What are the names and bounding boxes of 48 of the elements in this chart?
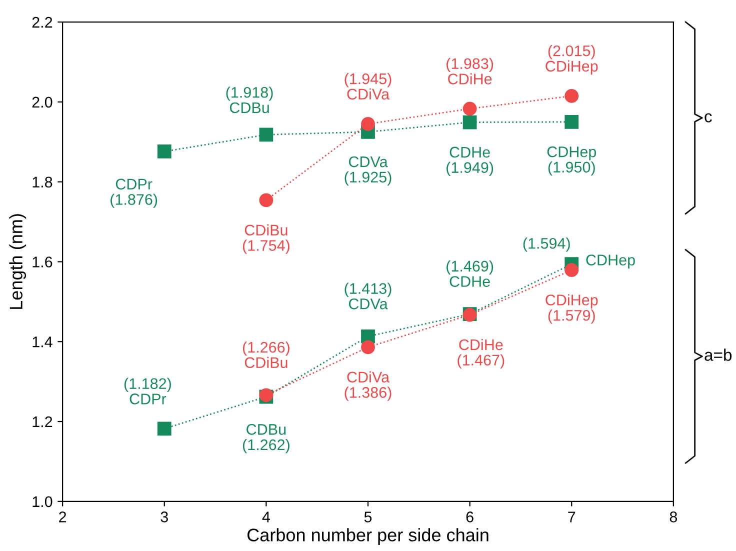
y-tick-label: 1.0 [32,496,52,508]
y-axis-title: Length (nm) [9,214,26,309]
y-tick-label: 1.2 [32,416,52,428]
point [564,263,579,278]
annotation: (1.918) CDBu [226,86,273,114]
y-tick-label: 2.0 [32,96,52,108]
annotation: CDiBu (1.754) [242,224,290,254]
annotation: (2.015) CDiHep [546,45,598,75]
x-tick-label: 7 [568,512,576,522]
annotation: CDBu (1.262) [242,424,290,454]
annotation: CDiHe (1.467) [458,338,504,369]
annotation: CDPr (1.876) [110,178,158,208]
annotation: (1.266) CDiBu [242,341,290,368]
point [564,89,579,103]
annotation: CDiVa (1.386) [344,371,392,401]
x-tick-label: 5 [364,512,372,522]
annotation: (1.182) CDPr [124,378,171,404]
point [462,115,477,130]
point [259,128,274,142]
annotation: CDHep (1.950) [547,146,596,176]
annotation: CDHep [586,254,635,268]
point [462,102,477,116]
annotation: CDVa (1.925) [344,156,392,186]
point [361,116,375,131]
point [361,340,375,354]
x-axis-title: Carbon number per side chain [247,528,488,545]
point [259,193,274,208]
x-tick-label: 2 [59,512,66,522]
x-tick-label: 6 [466,512,474,522]
y-tick-label: 2.2 [32,16,52,28]
annotation: (1.469) CDHe [446,260,494,287]
point [157,144,172,158]
point [564,114,579,129]
point [157,422,172,436]
x-tick-label: 8 [670,512,678,522]
y-tick-label: 1.6 [32,256,52,268]
annotation: (1.594) [523,238,570,252]
y-tick-label: 1.8 [32,176,52,188]
annotation: (1.945) CDiVa [344,73,392,100]
y-tick-label: 1.4 [32,336,52,348]
text: c [704,113,712,122]
x-tick-label: 4 [262,512,270,522]
annotation: (1.413) CDVa [344,282,392,310]
text: a=b [704,348,732,361]
annotation: CDiHep (1.579) [546,294,598,324]
x-tick-label: 3 [160,512,168,522]
annotation: CDHe (1.949) [446,146,494,176]
annotation: (1.983) CDiHe [446,58,494,84]
